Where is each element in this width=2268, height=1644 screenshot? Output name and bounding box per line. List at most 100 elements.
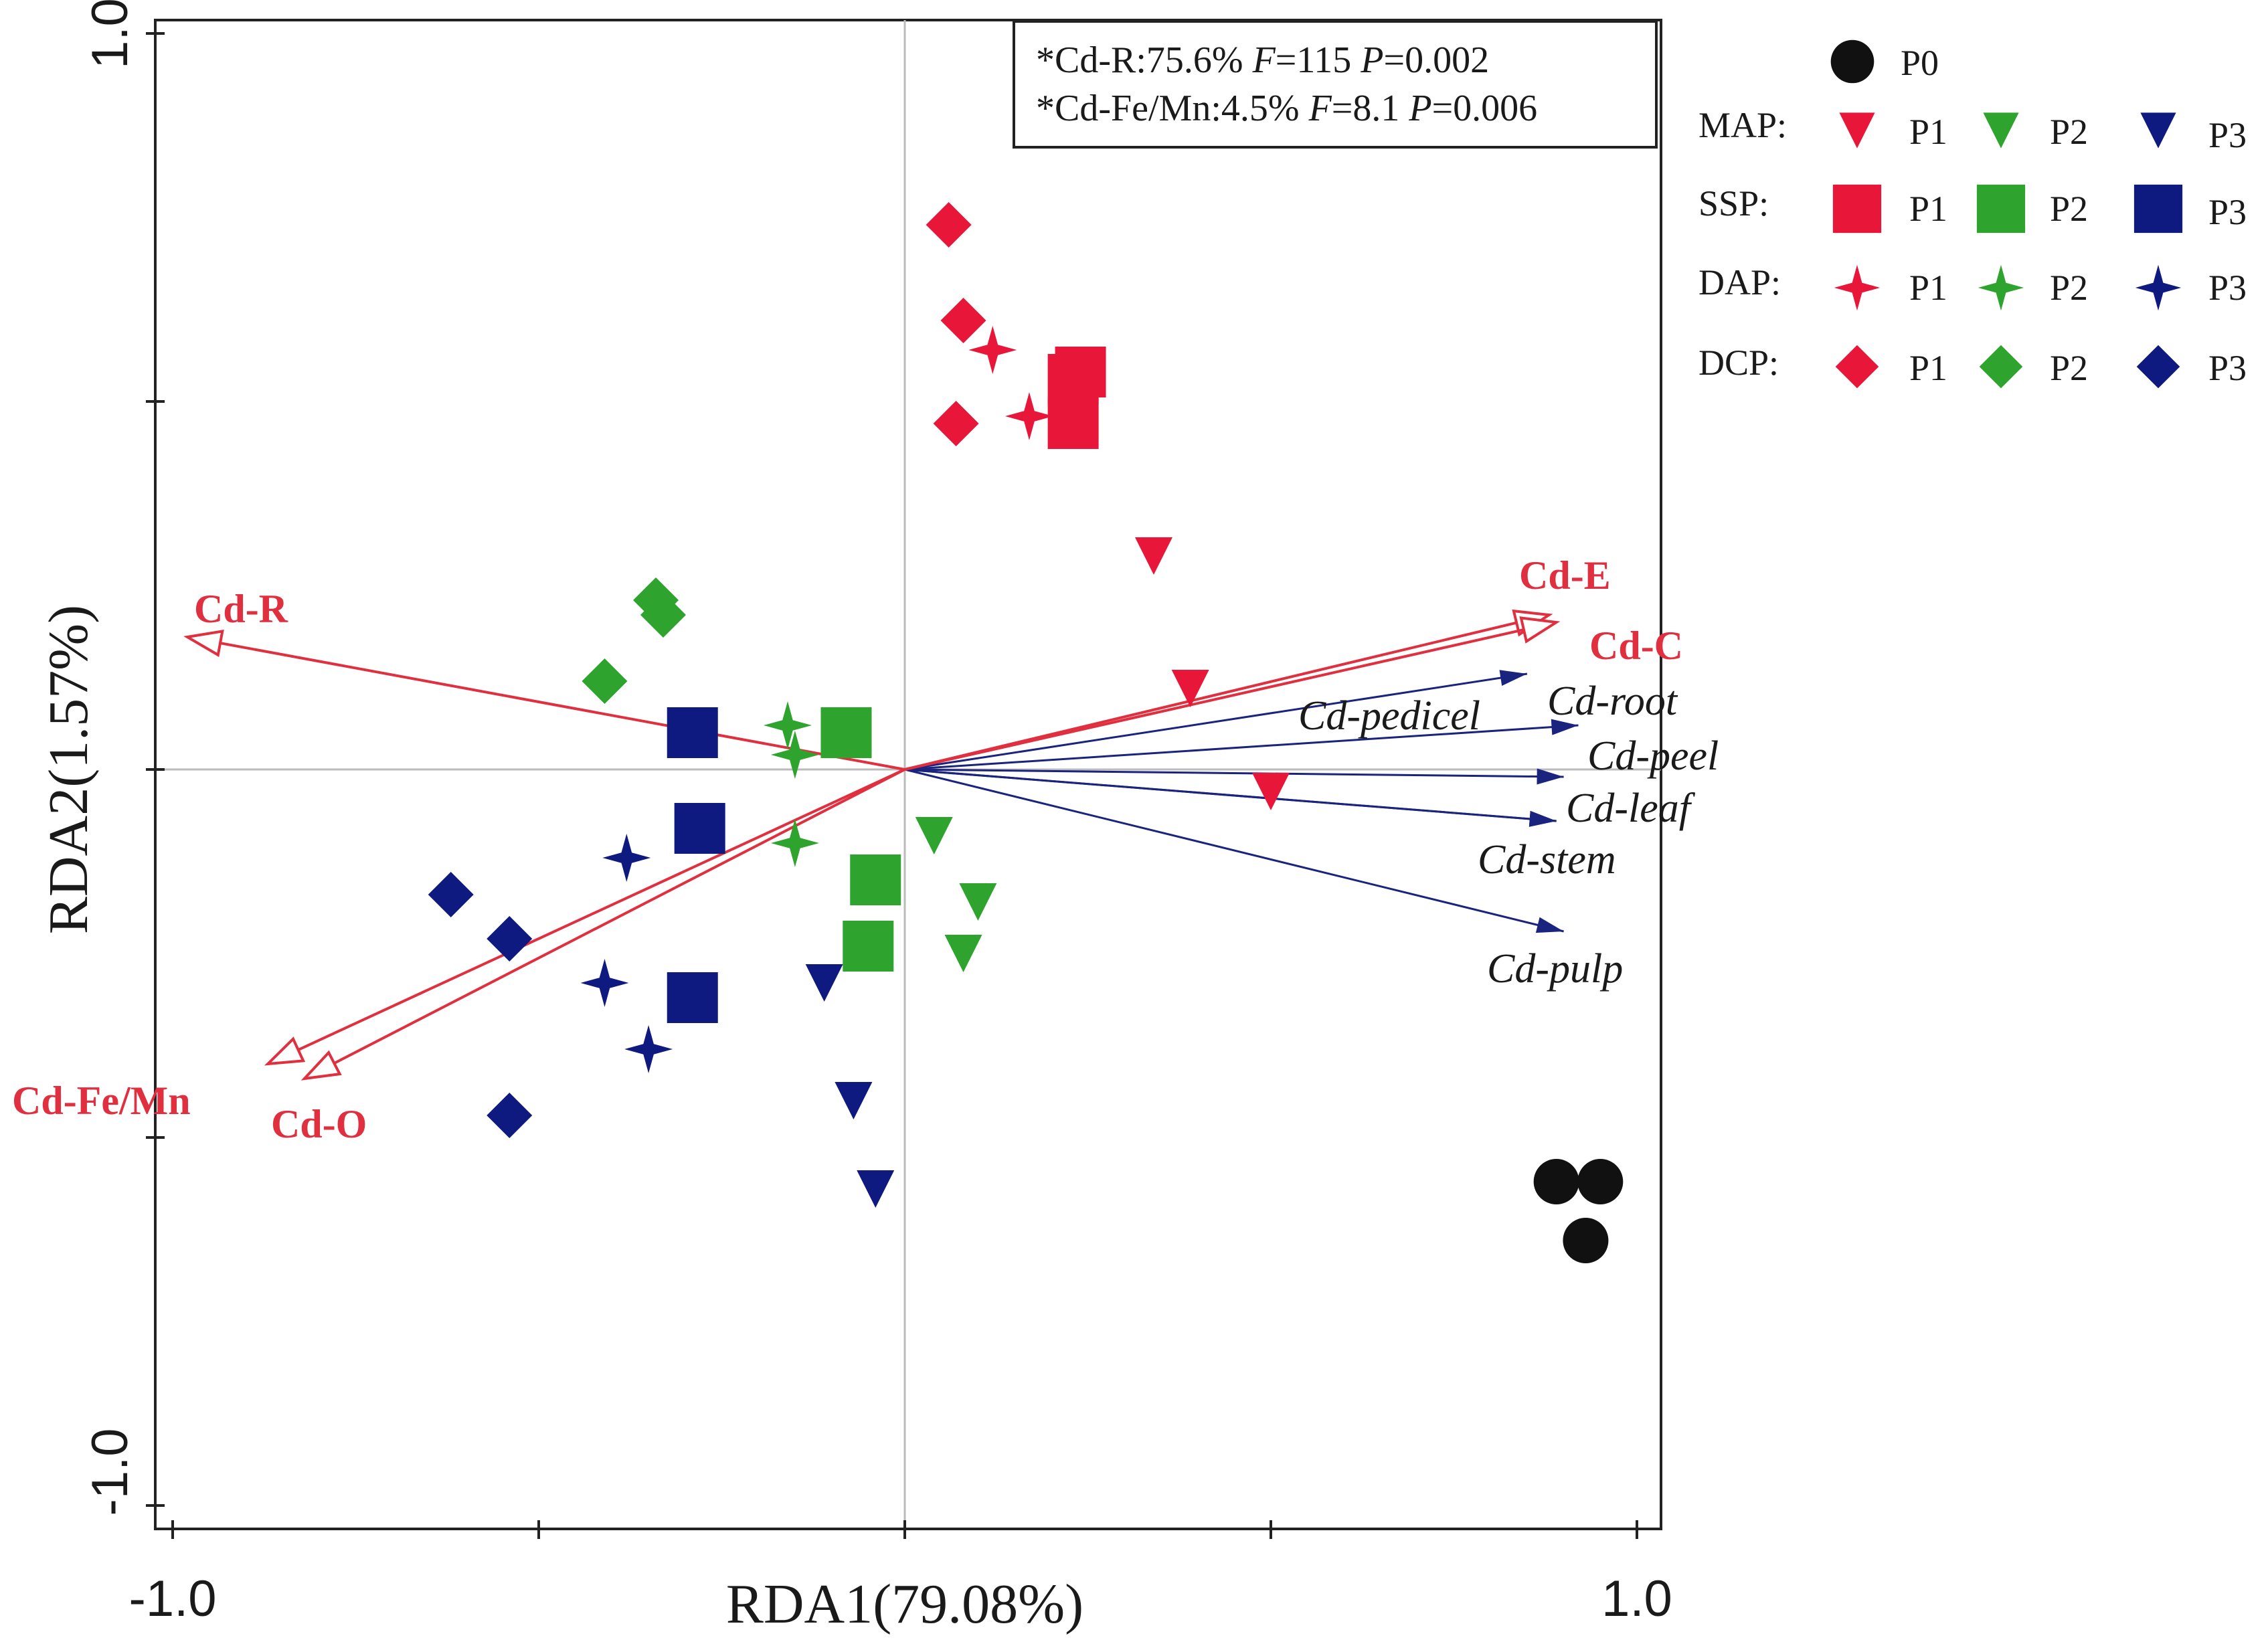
point-map-p2	[945, 935, 982, 972]
stats-line-1: *Cd-R:75.6% F=115 P=0.002	[1036, 39, 1489, 81]
point-map-p1	[1135, 537, 1172, 575]
legend-map-p3: P3	[2208, 115, 2247, 155]
point-ssp-p1	[1055, 347, 1106, 397]
environment-vectors	[187, 611, 1557, 1079]
legend-map-p2: P2	[2050, 112, 2088, 152]
legend-marker-ssp-p1	[1833, 185, 1881, 233]
vector-cd-peel	[905, 769, 1564, 777]
point-dcp-p3	[487, 1093, 532, 1138]
legend-row-label-ssp: SSP:	[1698, 183, 1769, 223]
point-ssp-p3	[667, 972, 718, 1023]
legend-markers	[1831, 40, 2182, 389]
point-dap-p3	[581, 959, 629, 1007]
point-p0	[1534, 1159, 1579, 1204]
legend-ssp-p3: P3	[2208, 192, 2247, 232]
legend-row-label-dap: DAP:	[1698, 262, 1781, 302]
vector-head-cd-peel	[1537, 769, 1563, 785]
vector-cd-pulp	[905, 769, 1564, 931]
vector-label-cd-leaf: Cd-leaf	[1566, 786, 1696, 831]
point-dap-p2	[764, 701, 812, 749]
vector-head-cd-o	[304, 1053, 340, 1079]
legend: P0 MAP: SSP: DAP: DCP: P1 P2 P3 P1 P2 P3…	[1698, 40, 2247, 389]
legend-marker-dcp-p1	[1836, 345, 1879, 389]
legend-row-label-dcp: DCP:	[1698, 343, 1779, 383]
point-dap-p2	[771, 731, 819, 779]
vector-head-cd-fe-mn	[268, 1039, 303, 1064]
point-dcp-p3	[428, 872, 474, 917]
vector-head-cd-pedicel	[1500, 670, 1527, 686]
x-axis-title: RDA1(79.08%)	[726, 1573, 1083, 1635]
point-dap-p1	[1005, 392, 1053, 440]
point-map-p3	[857, 1170, 894, 1208]
rda-biplot: -1.0 1.0 1.0 -1.0 RDA1(79.08%) RDA2(1.57…	[0, 0, 2268, 1644]
point-dcp-p1	[941, 298, 986, 343]
legend-marker-map-p2	[1983, 112, 2018, 148]
point-ssp-p3	[667, 707, 718, 758]
point-dcp-p2	[582, 658, 627, 704]
legend-marker-dap-p2	[1978, 265, 2024, 310]
legend-marker-map-p3	[2140, 112, 2176, 148]
vector-head-cd-r	[187, 631, 222, 654]
vector-label-cd-o: Cd-O	[271, 1102, 367, 1146]
point-map-p2	[915, 817, 953, 854]
vector-label-cd-fe-mn: Cd-Fe/Mn	[12, 1079, 191, 1123]
point-dcp-p3	[487, 916, 532, 962]
vector-label-cd-e: Cd-E	[1519, 553, 1611, 598]
legend-marker-ssp-p3	[2134, 185, 2182, 233]
vector-label-cd-r: Cd-R	[194, 587, 288, 631]
legend-dcp-p2: P2	[2050, 348, 2088, 388]
vector-label-cd-peel: Cd-peel	[1587, 733, 1719, 779]
vector-cd-fe-mn	[298, 769, 905, 1050]
point-ssp-p2	[843, 921, 893, 972]
point-map-p3	[806, 964, 843, 1002]
vector-label-cd-c: Cd-C	[1589, 624, 1683, 668]
vector-label-cd-stem: Cd-stem	[1478, 837, 1616, 883]
legend-marker-ssp-p2	[1977, 185, 2025, 233]
legend-marker-map-p1	[1839, 112, 1874, 148]
vector-head-cd-c	[1521, 618, 1557, 641]
point-dap-p1	[968, 326, 1017, 374]
legend-dcp-p3: P3	[2208, 348, 2247, 388]
vector-head-cd-pulp	[1536, 917, 1564, 933]
legend-dcp-p1: P1	[1909, 348, 1947, 388]
vector-cd-stem	[905, 769, 1557, 821]
point-map-p3	[835, 1082, 872, 1119]
point-ssp-p1	[1048, 398, 1099, 449]
legend-dap-p2: P2	[2050, 268, 2088, 308]
vector-label-cd-pedicel: Cd-pedicel	[1298, 693, 1480, 739]
y-tick-label-max: 1.0	[82, 0, 139, 69]
legend-marker-p0	[1831, 40, 1874, 84]
legend-row-label-map: MAP:	[1698, 105, 1787, 145]
x-tick-label-min: -1.0	[129, 1570, 217, 1627]
legend-ssp-p2: P2	[2050, 189, 2088, 229]
point-map-p2	[959, 883, 996, 921]
vector-head-cd-stem	[1529, 811, 1557, 827]
point-ssp-p3	[675, 803, 725, 854]
point-map-p1	[1252, 773, 1290, 810]
point-ssp-p2	[850, 854, 901, 905]
point-dap-p2	[771, 819, 819, 867]
legend-marker-dap-p3	[2135, 265, 2181, 310]
point-p0	[1563, 1218, 1608, 1263]
legend-marker-dcp-p3	[2137, 345, 2180, 389]
point-p0	[1577, 1159, 1623, 1204]
legend-ssp-p1: P1	[1909, 189, 1947, 229]
y-tick-label-min: -1.0	[82, 1429, 139, 1516]
legend-dap-p1: P1	[1909, 268, 1947, 308]
vector-cd-o	[334, 769, 905, 1063]
point-dap-p3	[602, 834, 650, 882]
point-dcp-p1	[926, 202, 972, 248]
point-ssp-p2	[820, 707, 871, 758]
x-tick-label-max: 1.0	[1601, 1570, 1672, 1627]
legend-marker-dap-p1	[1834, 265, 1880, 310]
vector-label-cd-pulp: Cd-pulp	[1487, 946, 1623, 992]
point-dap-p3	[624, 1025, 673, 1073]
point-dcp-p1	[934, 401, 979, 446]
legend-map-p1: P1	[1909, 112, 1947, 152]
legend-marker-dcp-p2	[1980, 345, 2023, 389]
stats-line-2: *Cd-Fe/Mn:4.5% F=8.1 P=0.006	[1036, 88, 1537, 129]
y-axis-title: RDA2(1.57%)	[37, 605, 100, 934]
vector-label-cd-root: Cd-root	[1547, 678, 1678, 724]
legend-dap-p3: P3	[2208, 268, 2247, 308]
legend-p0-label: P0	[1901, 43, 1939, 83]
